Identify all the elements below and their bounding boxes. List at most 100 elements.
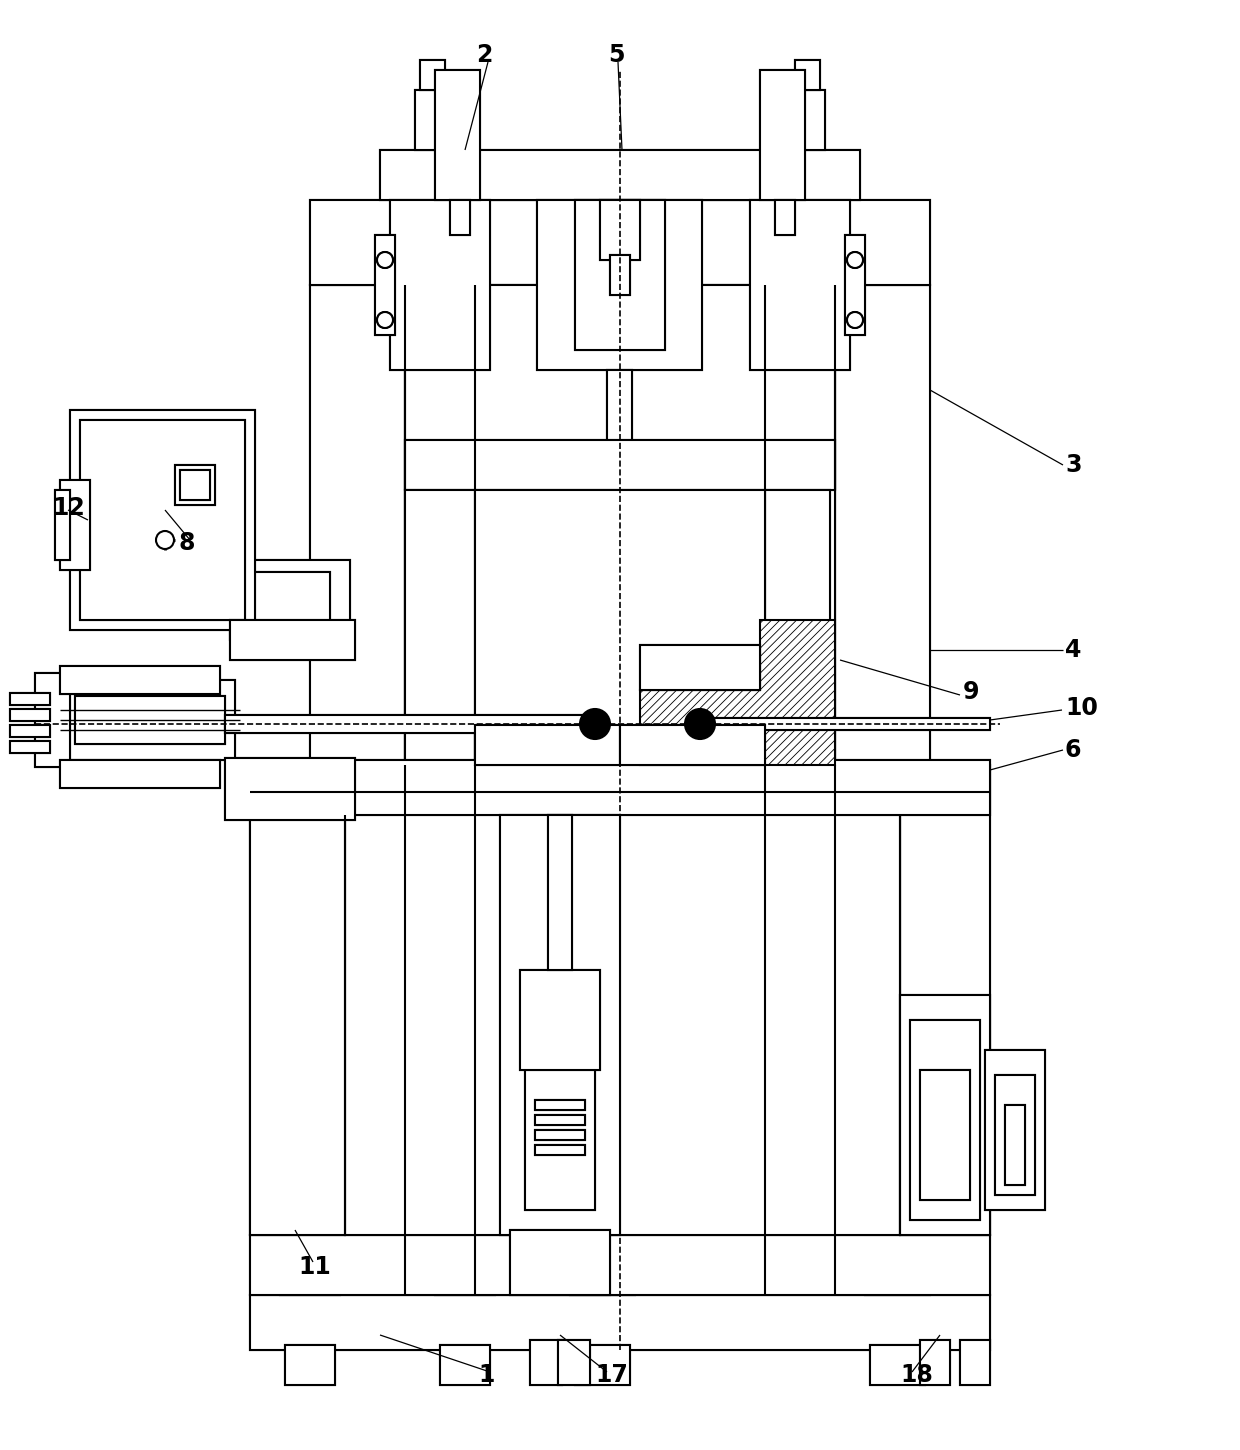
Bar [920,1340,950,1385]
Bar [69,410,255,629]
Bar [55,490,69,560]
Bar [250,571,330,629]
Text: 5: 5 [608,44,625,67]
Text: 1: 1 [477,1363,495,1388]
Bar [711,718,990,729]
Bar [10,741,50,753]
Bar [450,200,470,235]
Text: 3: 3 [1065,452,1081,477]
Bar [525,1011,595,1209]
Bar [69,410,255,629]
Bar [81,420,246,621]
Bar [920,1070,970,1201]
Bar [435,1277,495,1295]
Bar [180,470,210,500]
Bar [250,1295,990,1350]
Bar [374,235,396,335]
Bar [81,420,246,621]
Bar [844,235,866,335]
Bar [500,815,620,1235]
Bar [250,1235,990,1295]
Bar [10,709,50,721]
Bar [750,200,849,370]
Bar [250,760,990,815]
Text: 11: 11 [298,1256,331,1279]
Bar [525,1011,595,1209]
Bar [866,1277,930,1295]
Bar [600,200,640,260]
Circle shape [377,312,393,328]
Bar [440,1346,490,1385]
Bar [900,766,990,1235]
Circle shape [377,312,393,328]
Bar [55,490,69,560]
Bar [590,450,650,490]
Circle shape [377,252,393,268]
Bar [534,1115,585,1125]
Bar [548,815,572,970]
Bar [10,725,50,737]
Bar [994,1074,1035,1195]
Bar [870,1346,925,1385]
Bar [285,1346,335,1385]
Bar [250,1235,990,1295]
Bar [608,370,632,450]
Bar [35,673,69,767]
Bar [10,741,50,753]
Bar [790,90,825,149]
Bar [529,1340,562,1385]
Bar [374,235,396,335]
Bar [600,200,640,260]
Bar [750,200,849,370]
Text: 4: 4 [1065,638,1081,663]
Bar [610,255,630,294]
Bar [405,439,835,490]
Bar [510,1230,610,1295]
Bar [760,70,805,200]
Bar [960,1340,990,1385]
Bar [224,715,585,734]
Bar [900,995,990,1235]
Bar [175,465,215,505]
Circle shape [847,312,863,328]
Bar [450,200,470,235]
Bar [60,480,91,570]
Text: 17: 17 [595,1363,627,1388]
Bar [435,1277,495,1295]
Bar [345,766,900,1235]
Bar [844,235,866,335]
Bar [435,70,480,200]
Bar [475,490,765,766]
Bar [520,970,600,1070]
Bar [1004,1105,1025,1185]
Bar [775,200,795,235]
Text: 18: 18 [900,1363,932,1388]
Text: 9: 9 [963,680,980,705]
Bar [229,560,350,639]
Bar [520,970,600,1070]
Bar [224,758,355,821]
Circle shape [377,252,393,268]
Bar [529,1340,562,1385]
Bar [500,815,620,1235]
Bar [405,490,475,766]
Bar [310,200,930,286]
Bar [775,200,795,235]
Bar [910,1019,980,1219]
Bar [250,760,990,815]
Bar [1004,1105,1025,1185]
Bar [510,1230,610,1295]
Text: 8: 8 [179,531,195,555]
Bar [534,1115,585,1125]
Bar [590,450,650,490]
Bar [534,1146,585,1156]
Circle shape [684,709,715,740]
Bar [229,621,355,660]
Bar [229,560,350,639]
Polygon shape [640,621,835,766]
Bar [379,149,861,200]
Bar [575,200,665,349]
Bar [10,693,50,705]
Bar [985,1050,1045,1209]
Bar [345,766,900,1235]
